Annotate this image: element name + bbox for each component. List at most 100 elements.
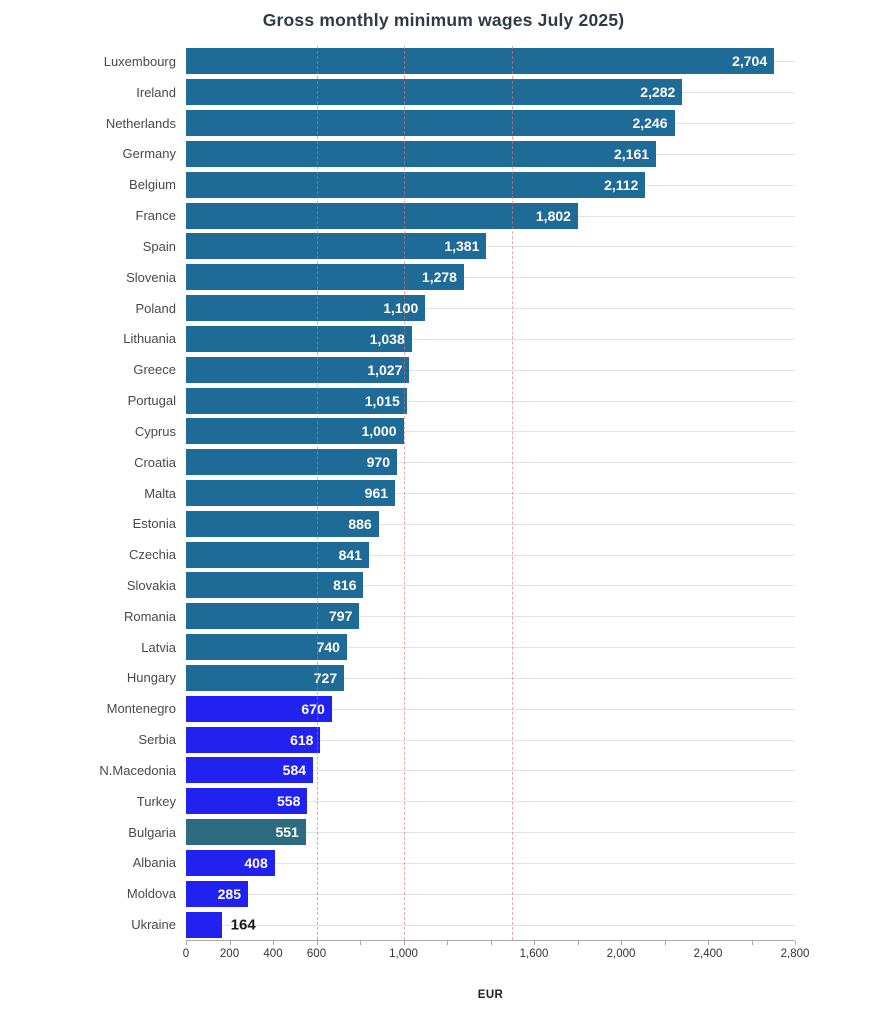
axis-tick <box>795 941 796 945</box>
row-gridline <box>186 616 795 618</box>
bar <box>186 480 396 506</box>
category-label: Germany <box>122 146 176 162</box>
bar <box>186 48 775 75</box>
axis-tick-label: 200 <box>219 948 240 960</box>
value-label: 727 <box>313 669 338 686</box>
axis-tick <box>534 941 535 945</box>
value-label: 961 <box>364 485 389 501</box>
bar-track: 2,161 <box>186 138 795 169</box>
bar-track: 2,246 <box>186 108 795 139</box>
row-gridline <box>186 708 795 710</box>
bar <box>186 788 308 815</box>
bar <box>186 110 675 137</box>
axis-tick <box>708 941 709 945</box>
row-gridline <box>186 431 795 433</box>
category-label: Lithuania <box>123 331 176 347</box>
category-label: Ireland <box>136 84 176 100</box>
category-label: Malta <box>144 485 176 501</box>
value-label: 1,381 <box>444 238 480 255</box>
bar-row: Malta 961 <box>0 478 887 509</box>
axis-tick <box>273 941 274 945</box>
row-gridline <box>186 893 795 895</box>
bar <box>186 510 379 537</box>
bar-row: France 1,802 <box>0 200 887 231</box>
bar-row: Ukraine 164 <box>0 909 887 940</box>
value-label: 408 <box>244 854 268 871</box>
category-label: Netherlands <box>105 115 176 131</box>
value-label: 1,100 <box>383 300 419 317</box>
value-label: 1,015 <box>364 392 400 409</box>
bar <box>186 325 412 352</box>
row-gridline <box>186 554 795 556</box>
bar <box>186 603 360 630</box>
bar-track: 1,038 <box>186 323 795 354</box>
bar-row: Moldova 285 <box>0 878 887 909</box>
category-label: Albania <box>132 855 176 871</box>
row-gridline <box>186 462 795 464</box>
value-label: 2,112 <box>604 176 639 193</box>
row-gridline <box>186 770 795 772</box>
bar-track: 886 <box>186 508 795 539</box>
value-label: 670 <box>301 700 325 717</box>
axis-tick-label: 2,000 <box>606 948 636 960</box>
category-label: Estonia <box>132 516 176 532</box>
axis-tick <box>577 941 579 945</box>
value-label: 558 <box>277 793 301 810</box>
bar <box>186 387 407 414</box>
value-label: 1,278 <box>421 269 457 286</box>
value-label: 285 <box>217 885 241 902</box>
axis-tick-label: 600 <box>306 948 327 960</box>
bar <box>186 79 683 106</box>
bar-row: Montenegro 670 <box>0 693 887 724</box>
axis-tick-label: 0 <box>182 948 190 960</box>
bar-track: 408 <box>186 848 795 879</box>
bar-row: N.Macedonia 584 <box>0 755 887 786</box>
bar-row: Netherlands 2,246 <box>0 108 887 139</box>
value-label: 2,246 <box>632 115 668 132</box>
category-label: Slovakia <box>126 577 176 593</box>
value-label: 816 <box>333 577 357 594</box>
chart-title: Gross monthly minimum wages July 2025) <box>262 10 625 30</box>
bar-row: Ireland 2,282 <box>0 77 887 108</box>
bar-row: Hungary 727 <box>0 663 887 694</box>
bar-row: Lithuania 1,038 <box>0 323 887 354</box>
bar <box>186 634 347 661</box>
bar-track: 670 <box>186 693 795 724</box>
x-axis: 0 200 400 600 1,000 1,600 2,000 2,400 2,800 <box>182 940 809 967</box>
bar <box>186 295 426 322</box>
bar-row: Bulgaria 551 <box>0 817 887 848</box>
category-label: Croatia <box>134 454 176 470</box>
bar-rows: Luxembourg 2,704 Ireland 2,282 Netherlands 2,… <box>0 46 887 940</box>
row-gridline <box>186 862 795 864</box>
axis-tick-label: 1,000 <box>389 948 418 960</box>
category-label: Romania <box>123 608 176 624</box>
axis-tick <box>360 941 361 945</box>
row-gridline <box>186 523 795 525</box>
row-gridline <box>186 739 795 741</box>
value-label: 1,000 <box>361 423 397 440</box>
category-label: Turkey <box>136 793 176 809</box>
plot-area: Luxembourg 2,704 Ireland 2,282 Netherlands 2,… <box>0 46 887 967</box>
bar-row: Romania 797 <box>0 601 887 632</box>
value-label: 164 <box>230 916 256 934</box>
bar-track: 797 <box>186 601 795 632</box>
row-gridline <box>186 647 795 649</box>
category-label: Latvia <box>141 639 176 655</box>
bar-row: Estonia 886 <box>0 508 887 539</box>
category-label: Hungary <box>126 670 176 686</box>
category-label: France <box>135 208 176 224</box>
bar-row: Luxembourg 2,704 <box>0 46 887 77</box>
row-gridline <box>186 277 795 279</box>
bar-track: 740 <box>186 632 795 663</box>
value-label: 2,282 <box>640 84 676 101</box>
axis-tick <box>664 941 666 945</box>
value-label: 1,802 <box>535 207 571 224</box>
value-label: 1,038 <box>369 330 405 347</box>
bar-track: 2,112 <box>186 169 795 200</box>
value-label: 584 <box>282 762 307 779</box>
category-label: Bulgaria <box>128 824 176 840</box>
axis-tick <box>403 941 405 945</box>
bar-track: 285 <box>186 878 795 909</box>
category-label: Slovenia <box>126 269 176 285</box>
bar-track: 2,704 <box>186 46 795 77</box>
